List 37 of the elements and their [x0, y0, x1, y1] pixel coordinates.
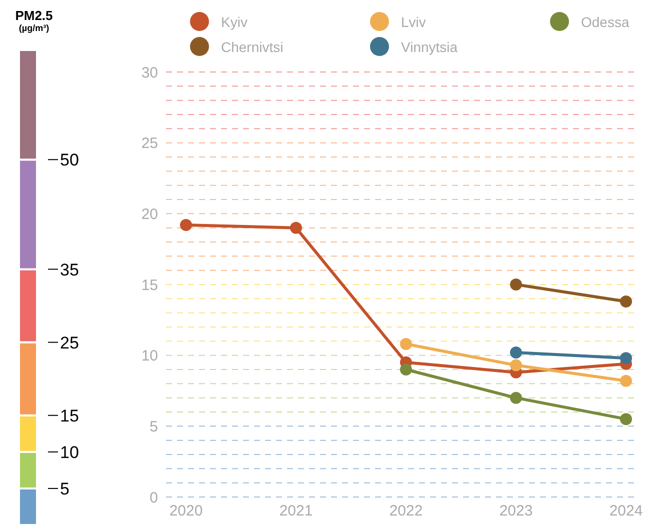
legend-label: Kyiv [221, 14, 248, 30]
point [510, 359, 522, 372]
point [620, 413, 632, 426]
y-tick-label: 30 [141, 64, 158, 82]
point [180, 219, 192, 231]
y-tick-label: 15 [141, 276, 158, 294]
y-tick-label: 20 [141, 206, 158, 223]
point [620, 374, 632, 387]
chart-subtitle: (µg/m³) [18, 23, 50, 33]
y-tick-label: 5 [150, 418, 158, 436]
y-tick-label: 25 [60, 333, 79, 352]
y-tick-label: 15 [60, 406, 79, 426]
y-tick-label: 0 [150, 489, 158, 506]
legend-label: Odessa [581, 14, 630, 30]
point [510, 392, 522, 404]
point [510, 346, 522, 358]
legend-label: Vinnytsia [401, 38, 458, 54]
x-tick-label: 2022 [389, 502, 423, 520]
legend-label: Chernivtsi [221, 38, 284, 54]
y-tick-label: 35 [60, 260, 79, 280]
point [400, 364, 412, 376]
y-tick-label: 50 [60, 150, 79, 170]
x-tick-label: 2021 [279, 502, 313, 520]
x-tick-label: 2023 [499, 502, 533, 520]
point [400, 338, 412, 350]
point [510, 278, 522, 290]
point [620, 296, 632, 308]
point [620, 352, 632, 364]
legend-label: Lviv [401, 14, 426, 30]
x-tick-label: 2020 [169, 502, 203, 520]
y-tick-label: 10 [141, 348, 158, 365]
chart-title: PM2.5 [14, 8, 54, 23]
x-tick-label: 2024 [609, 502, 643, 520]
point [290, 222, 302, 234]
y-tick-label: 10 [60, 442, 79, 462]
y-tick-label: 25 [141, 135, 158, 152]
y-tick-label: 5 [60, 479, 70, 498]
